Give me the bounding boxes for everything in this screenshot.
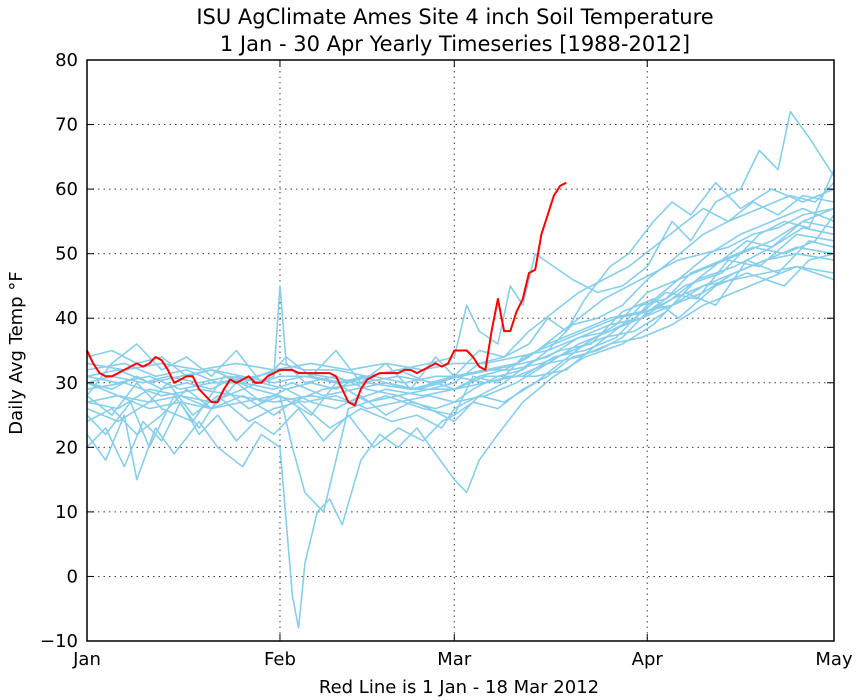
x-tick-label: Mar	[437, 649, 472, 670]
series-line-historical-15	[86, 227, 835, 468]
y-tick-label: 0	[67, 566, 78, 587]
axis-ticks: −10 0 10 20 30 40 50 60 70 80 Jan Feb Mar Apr May	[40, 50, 853, 670]
series-line-historical-2	[86, 169, 835, 513]
plot-frame	[86, 59, 835, 642]
x-axis-label: Red Line is 1 Jan - 18 Mar 2012	[319, 677, 599, 698]
x-tick-label: Feb	[264, 649, 296, 670]
y-tick-label: 60	[55, 179, 78, 200]
chart-title-line2: 1 Jan - 30 Apr Yearly Timeseries [1988-2…	[220, 32, 690, 56]
series-line-historical-6	[86, 240, 835, 629]
series-line-historical-12	[86, 207, 835, 429]
series-line-historical-17	[86, 265, 835, 410]
y-tick-label: 30	[55, 373, 78, 394]
series-line-2012	[86, 181, 567, 407]
series-line-historical-1	[86, 207, 835, 416]
x-tick-label: Jan	[72, 649, 101, 670]
y-tick-label: 40	[55, 308, 78, 329]
series-line-historical-18	[86, 207, 835, 390]
x-tick-label: May	[815, 649, 853, 670]
series-line-historical-5	[86, 220, 835, 384]
chart-title-line1: ISU AgClimate Ames Site 4 inch Soil Temp…	[196, 5, 713, 29]
y-axis-label: Daily Avg Temp °F	[6, 271, 27, 434]
series-line-historical-11	[86, 265, 835, 403]
series-line-historical-7	[86, 110, 835, 384]
y-tick-label: 10	[55, 502, 78, 523]
series-line-historical-3	[86, 233, 835, 384]
series-lines	[86, 110, 835, 629]
series-line-historical-10	[86, 182, 835, 436]
y-tick-label: 80	[55, 50, 78, 71]
y-tick-label: 70	[55, 115, 78, 136]
y-tick-label: 20	[55, 437, 78, 458]
series-line-historical-13	[86, 246, 835, 371]
y-tick-label: −10	[40, 631, 78, 652]
series-line-historical-9	[86, 214, 835, 397]
y-tick-label: 50	[55, 244, 78, 265]
x-tick-label: Apr	[632, 649, 664, 670]
